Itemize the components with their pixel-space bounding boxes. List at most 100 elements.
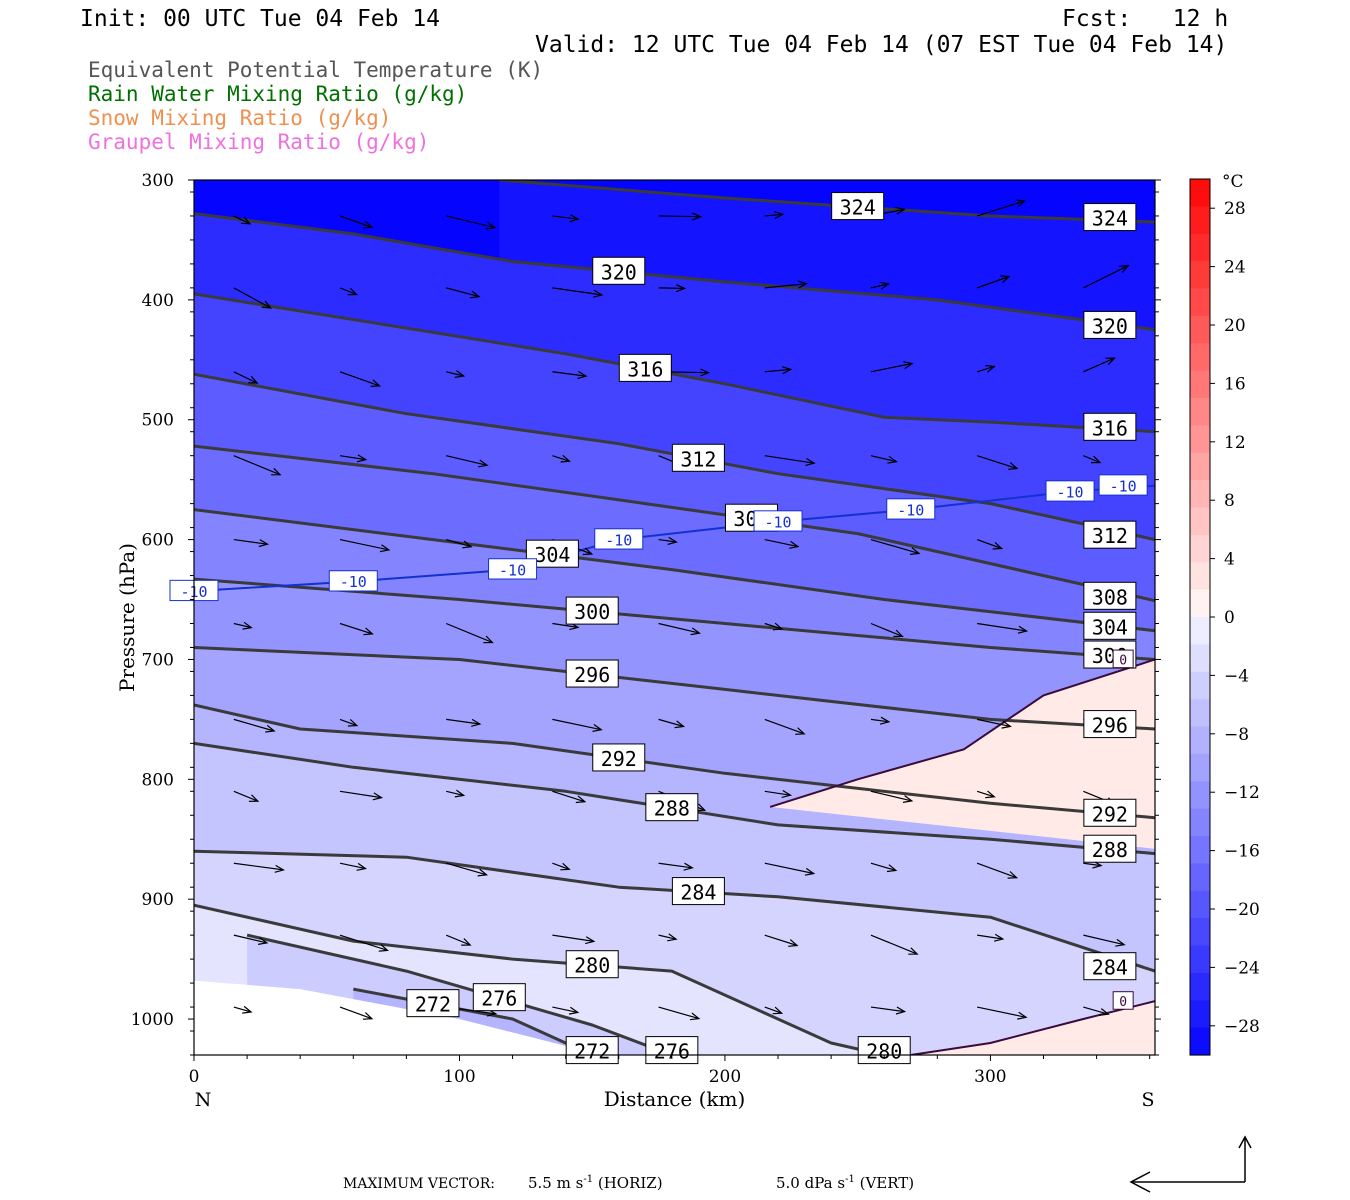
wind-vector: [976, 539, 1002, 550]
wind-vector-head: [347, 287, 359, 296]
temp-label-box: [1045, 480, 1095, 502]
theta-e-label: 324: [840, 196, 876, 220]
wind-vector: [233, 718, 275, 732]
colorbar-tick-label: 12: [1224, 433, 1246, 453]
wind-vector-head: [363, 627, 374, 636]
wind-vector-head: [585, 936, 596, 945]
wind-vector: [446, 790, 464, 796]
wind-vector-head: [271, 467, 282, 476]
colorbar-swatch: [1190, 726, 1210, 755]
wind-vector: [1083, 934, 1125, 946]
wind-vector-head: [781, 366, 793, 375]
wind-vector: [764, 622, 783, 630]
wind-vector-head: [1017, 625, 1029, 634]
wind-vector-head: [695, 803, 707, 811]
wind-vector: [446, 862, 487, 876]
wind-vector-head: [1007, 871, 1019, 879]
wind-vector: [1083, 1006, 1109, 1015]
theta-e-contour: [194, 646, 1155, 731]
x-tick-label: 300: [974, 1067, 1006, 1087]
wind-vector-head: [887, 455, 898, 464]
colorbar-tick-label: 8: [1224, 491, 1235, 511]
theta-e-label-end: 284: [1092, 956, 1128, 980]
wind-vector-head: [910, 547, 921, 555]
wind-vector-head: [683, 862, 694, 871]
colorbar-swatch: [1190, 452, 1210, 481]
theta-e-contour: [194, 292, 1155, 434]
wind-vector: [233, 538, 268, 545]
wind-vector-head: [485, 221, 497, 230]
colorbar-swatch: [1190, 617, 1210, 645]
wind-vector: [764, 718, 805, 735]
colorbar: 28 24 20 16 12 8 4 0 −4 −8 −12 −16 −20 −24 −28 °C: [1189, 172, 1260, 1056]
wind-vector: [658, 1006, 700, 1020]
wind-vector-head: [274, 864, 285, 873]
wind-vector: [870, 362, 913, 373]
wind-vector: [552, 790, 585, 803]
wind-vector-head: [1115, 938, 1126, 947]
wind-vector-head: [362, 1012, 374, 1020]
theta-e-contour: [194, 508, 1155, 633]
wind-vector-head: [1090, 455, 1102, 464]
wind-vector: [445, 622, 493, 644]
wind-vector-head: [560, 454, 571, 463]
wind-vector: [552, 1006, 578, 1013]
contour-label-layer: 324 3243203203163163123123083083043043003…: [169, 192, 1148, 1065]
wind-vector-head: [1008, 462, 1019, 470]
wind-vector: [764, 539, 799, 548]
x-axis-title: Distance (km): [604, 1087, 746, 1111]
wind-vector: [446, 287, 480, 298]
x-tick-label: 100: [443, 1067, 475, 1087]
temp-label: -10: [764, 513, 791, 531]
wind-vector: [658, 622, 700, 634]
wind-vector-head: [886, 864, 898, 873]
wind-vector: [552, 371, 587, 377]
theta-e-label-end: 320: [1092, 314, 1128, 338]
wind-vector: [233, 934, 268, 944]
wind-vector-head: [805, 457, 816, 466]
axes: 300 400 500 600 700 800 900 1000 0 100 200 300 Dista…: [115, 171, 1161, 1111]
wind-vector: [658, 862, 693, 869]
wind-vector-head: [675, 284, 687, 293]
wind-vector-head: [985, 364, 996, 373]
theta-e-contour: [194, 577, 1155, 661]
temp-contour-minus10: [194, 484, 1155, 593]
colorbar-unit: °C: [1222, 172, 1244, 192]
wind-vector: [658, 215, 701, 218]
theta-e-label-end: 288: [1092, 838, 1128, 862]
theta-e-label-box: [565, 659, 619, 688]
theta-e-label-end: 304: [1092, 615, 1128, 639]
theta-e-label: 304: [534, 543, 570, 567]
wind-vector-head: [478, 459, 489, 468]
wind-vector-head: [1119, 265, 1130, 273]
colorbar-swatch: [1190, 863, 1210, 892]
wind-vector: [339, 934, 388, 951]
legend-snow: Snow Mixing Ratio (g/kg): [88, 106, 392, 130]
wind-vector-head: [895, 1006, 907, 1015]
wind-vector-head: [240, 216, 252, 225]
theta-e-label-box: [592, 256, 646, 285]
theta-e-label-box: [472, 983, 526, 1012]
theta-e-label: 272: [415, 993, 451, 1017]
wind-vector-head: [356, 454, 368, 463]
theta-e-label: 320: [601, 260, 637, 284]
wind-vector-head: [993, 933, 1005, 942]
wind-vector: [977, 1006, 1027, 1018]
theta-e-label-box: [645, 793, 699, 822]
wind-vector-head: [804, 867, 816, 876]
theta-e-label-box: [831, 192, 885, 221]
theta-e-label: 280: [574, 954, 610, 978]
theta-e-label-end-box: [1083, 710, 1137, 739]
theta-e-label-end: 276: [654, 1040, 690, 1064]
temp-label: 0: [1119, 653, 1127, 668]
wind-vector-head: [667, 933, 678, 942]
theta-e-label-box: [565, 596, 619, 625]
wind-vector: [870, 790, 912, 802]
wind-vector: [870, 862, 897, 871]
wind-vector-head: [879, 716, 891, 725]
colorbar-swatch: [1190, 945, 1210, 974]
theta-e-label-end-box: [645, 1036, 699, 1065]
colorbar-swatch: [1190, 699, 1210, 728]
wind-vector-head: [356, 862, 368, 871]
wind-vector: [552, 718, 602, 731]
